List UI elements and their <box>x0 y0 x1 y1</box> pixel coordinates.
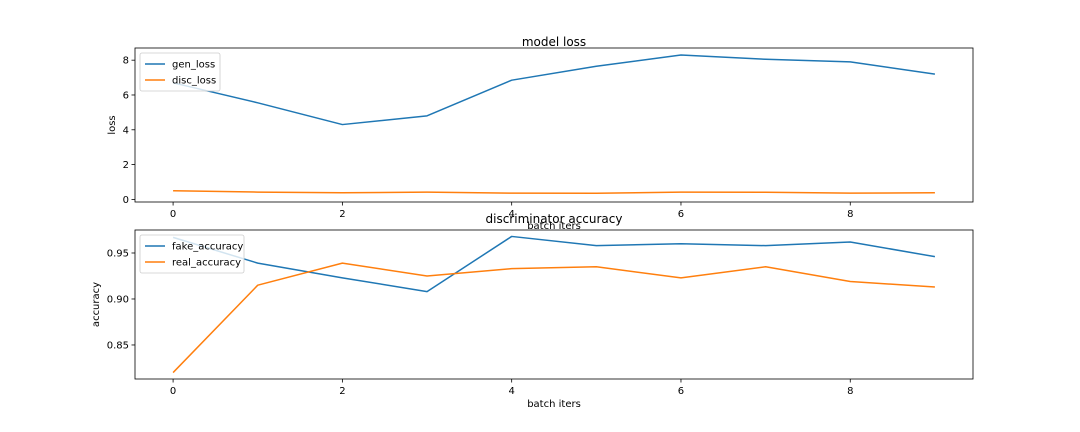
x-axis-label: batch iters <box>527 221 581 232</box>
chart-title: discriminator accuracy <box>486 212 623 226</box>
x-tick-label: 0 <box>170 386 176 397</box>
plot-frame <box>134 47 974 203</box>
x-tick-label: 6 <box>678 209 684 220</box>
legend: fake_accuracy real_accuracy <box>139 234 245 274</box>
y-tick-label: 0.95 <box>107 248 129 259</box>
y-tick-label: 0.90 <box>107 294 129 305</box>
y-tick-label: 8 <box>123 56 129 67</box>
plot-frame <box>134 229 974 380</box>
x-tick-label: 4 <box>508 209 514 220</box>
y-tick-label: 6 <box>123 90 129 101</box>
y-tick-label: 0 <box>123 195 129 206</box>
legend: gen_loss disc_loss <box>139 52 221 92</box>
x-tick-label: 8 <box>847 386 853 397</box>
series-line-gen-loss <box>172 54 936 126</box>
x-tick-label: 4 <box>508 386 514 397</box>
y-tick-label: 4 <box>123 125 129 136</box>
legend-label: gen_loss <box>172 60 215 71</box>
series-lines <box>172 54 936 195</box>
legend-label: disc_loss <box>172 76 216 87</box>
y-tick-label: 2 <box>123 160 129 171</box>
x-tick-label: 0 <box>170 209 176 220</box>
chart-title: model loss <box>522 35 586 49</box>
y-tick-label: 0.85 <box>107 340 129 351</box>
x-tick-label: 2 <box>339 209 345 220</box>
series-lines <box>172 235 936 374</box>
series-line-fake-accuracy <box>172 235 936 293</box>
y-axis-label: loss <box>107 115 118 134</box>
accuracy-chart: discriminator accuracy batch iters accur… <box>91 212 974 410</box>
series-line-real-accuracy <box>172 262 935 374</box>
y-axis-label: accuracy <box>91 282 102 327</box>
x-tick-label: 2 <box>339 386 345 397</box>
x-tick-label: 8 <box>847 209 853 220</box>
loss-chart: model loss batch iters loss 0 2 4 6 8 0 2 4 6 8 ge… <box>107 35 974 232</box>
x-axis-label: batch iters <box>527 399 581 410</box>
series-line-disc-loss <box>173 189 935 195</box>
legend-label: real_accuracy <box>172 258 241 269</box>
x-tick-label: 6 <box>678 386 684 397</box>
legend-box <box>139 234 245 274</box>
legend-label: fake_accuracy <box>172 242 243 253</box>
legend-box <box>139 52 221 92</box>
